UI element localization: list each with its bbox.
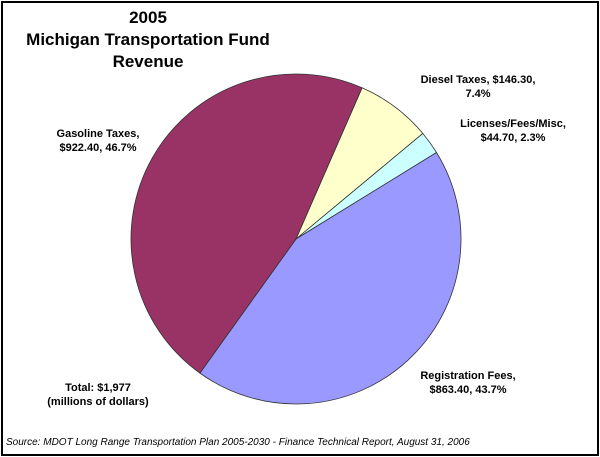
label-line: $44.70, 2.3% [480, 132, 546, 144]
label-line: Diesel Taxes, $146.30, [420, 74, 536, 86]
chart-title: 2005 Michigan Transportation Fund Revenu… [3, 7, 293, 73]
total-line: (millions of dollars) [47, 396, 149, 408]
total-label: Total: $1,977 (millions of dollars) [13, 381, 183, 409]
pie-slice-gasoline-taxes [130, 73, 363, 374]
label-line: Licenses/Fees/Misc, [460, 118, 566, 130]
title-line: 2005 [129, 8, 167, 27]
label-diesel: Diesel Taxes, $146.30, 7.4% [398, 73, 558, 101]
pie-slice-registration-fees [199, 151, 462, 405]
label-registration: Registration Fees, $863.40, 43.7% [393, 369, 543, 397]
label-gasoline: Gasoline Taxes, $922.40, 46.7% [23, 127, 173, 155]
label-line: Registration Fees, [420, 370, 516, 382]
source-note: Source: MDOT Long Range Transportation P… [6, 437, 470, 448]
label-line: Gasoline Taxes, [56, 128, 140, 140]
total-line: Total: $1,977 [65, 382, 131, 394]
label-line: $863.40, 43.7% [429, 384, 507, 396]
label-line: 7.4% [465, 88, 491, 100]
title-line: Revenue [112, 52, 184, 71]
label-licenses: Licenses/Fees/Misc, $44.70, 2.3% [433, 117, 593, 145]
pie-chart [130, 73, 462, 405]
label-line: $922.40, 46.7% [59, 142, 137, 154]
title-line: Michigan Transportation Fund [26, 30, 270, 49]
